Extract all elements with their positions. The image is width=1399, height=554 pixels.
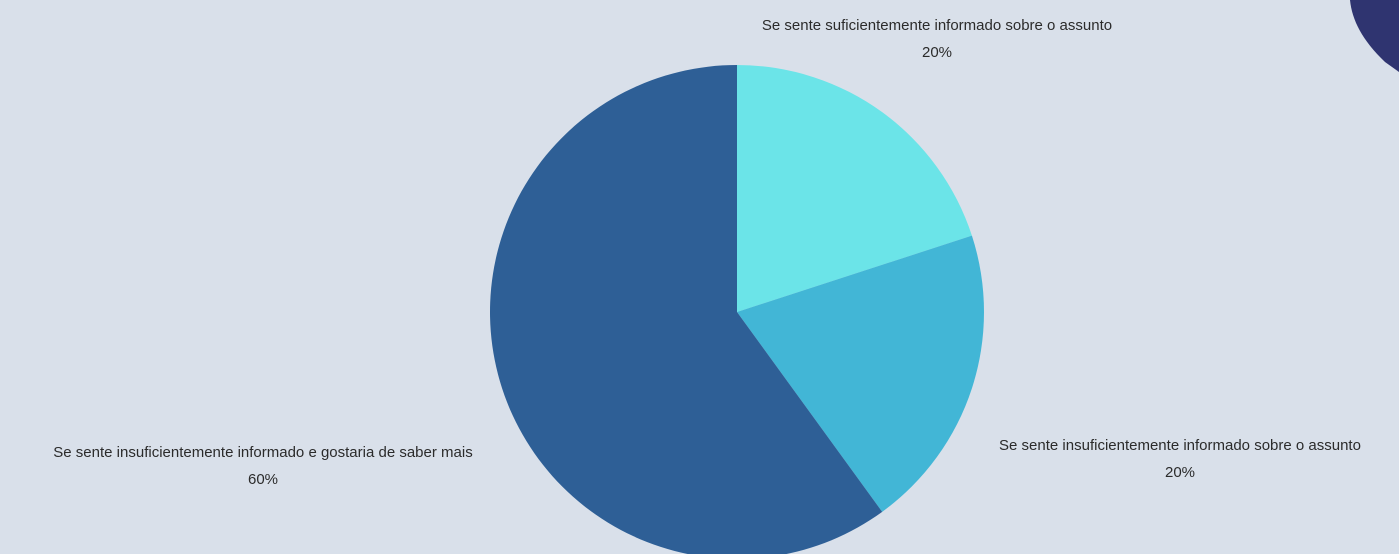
pie-slice [737,65,972,312]
decoration [1350,0,1399,72]
slice-label: Se sente insuficientemente informado e g… [53,444,472,461]
pie-slice [489,65,883,554]
slice-label: Se sente suficientemente informado sobre… [762,17,1112,34]
slice-label: Se sente insuficientemente informado sob… [999,437,1361,454]
pie-slice [737,235,984,512]
value-label: 60% [248,471,278,488]
value-label: 20% [922,44,952,61]
value-label: 20% [1165,464,1195,481]
